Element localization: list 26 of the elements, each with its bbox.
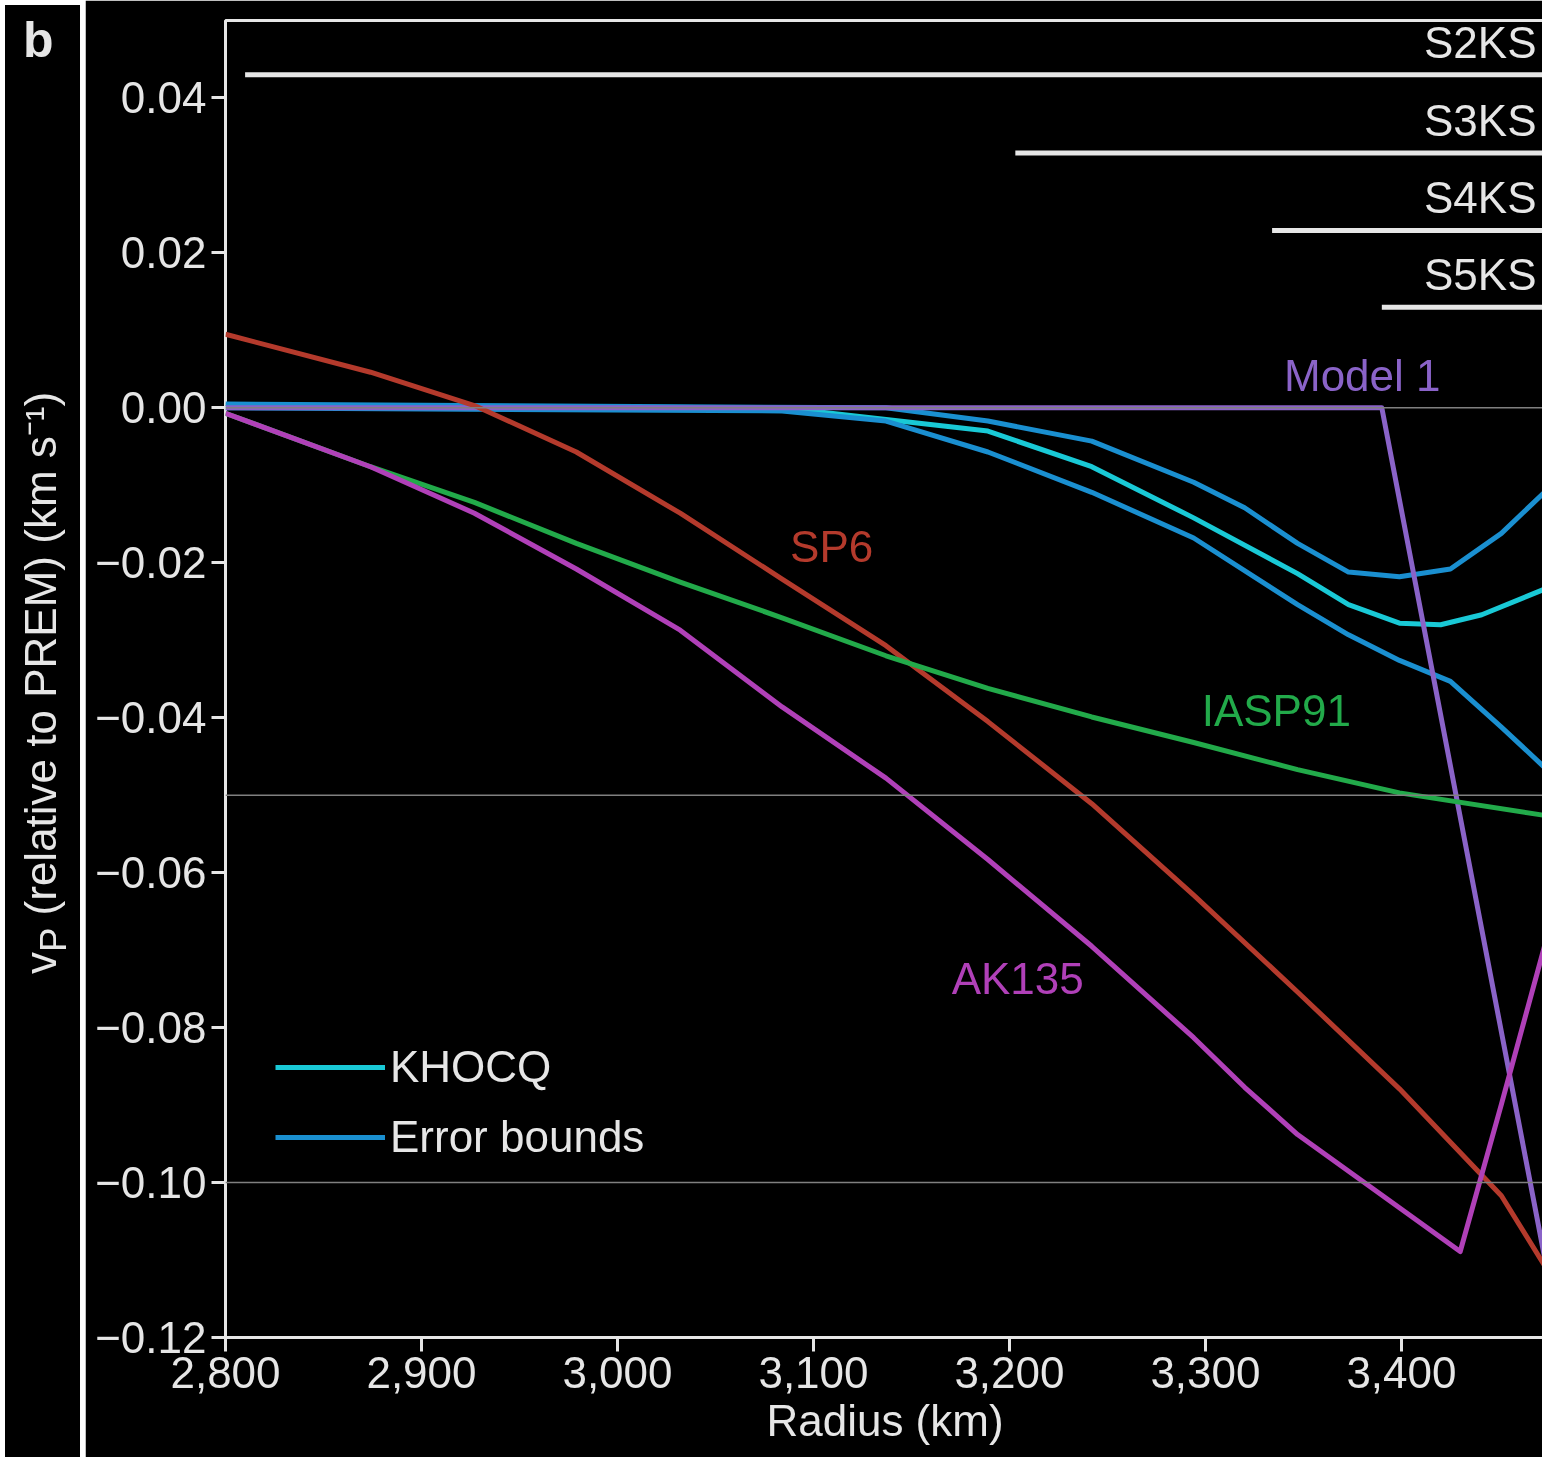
x-tick-label: 3,400 [1346,1347,1457,1397]
annotation: IASP91 [1201,685,1351,735]
y-tick-label: −0.08 [95,1003,207,1053]
y-tick-label: 0.00 [120,383,207,433]
text: b [23,11,54,70]
annotation: S5KS [1423,250,1537,300]
annotation: Model 1 [1284,350,1441,400]
annotation: SP6 [790,522,874,572]
x-tick-label: 3,300 [1150,1347,1261,1397]
x-tick-label: 2,900 [366,1347,477,1397]
x-axis-title: Radius (km) [766,1395,1004,1445]
legend-label: Error bounds [390,1111,645,1163]
y-tick-label: −0.10 [95,1158,207,1208]
y-tick-label: −0.04 [95,693,207,743]
x-tick-label: 3,200 [954,1347,1065,1397]
annotation: S2KS [1423,17,1537,67]
x-tick-label: 3,100 [758,1347,869,1397]
y-tick-label: 0.04 [120,73,207,123]
legend-label: KHOCQ [390,1041,552,1093]
y-tick-label: 0.02 [120,228,207,278]
x-tick-label: 3,000 [562,1347,673,1397]
annotation: AK135 [951,954,1084,1004]
y-tick-label: −0.02 [95,538,207,588]
annotation: S4KS [1423,173,1537,223]
annotation: S3KS [1423,95,1537,145]
y-tick-label: −0.06 [95,848,207,898]
